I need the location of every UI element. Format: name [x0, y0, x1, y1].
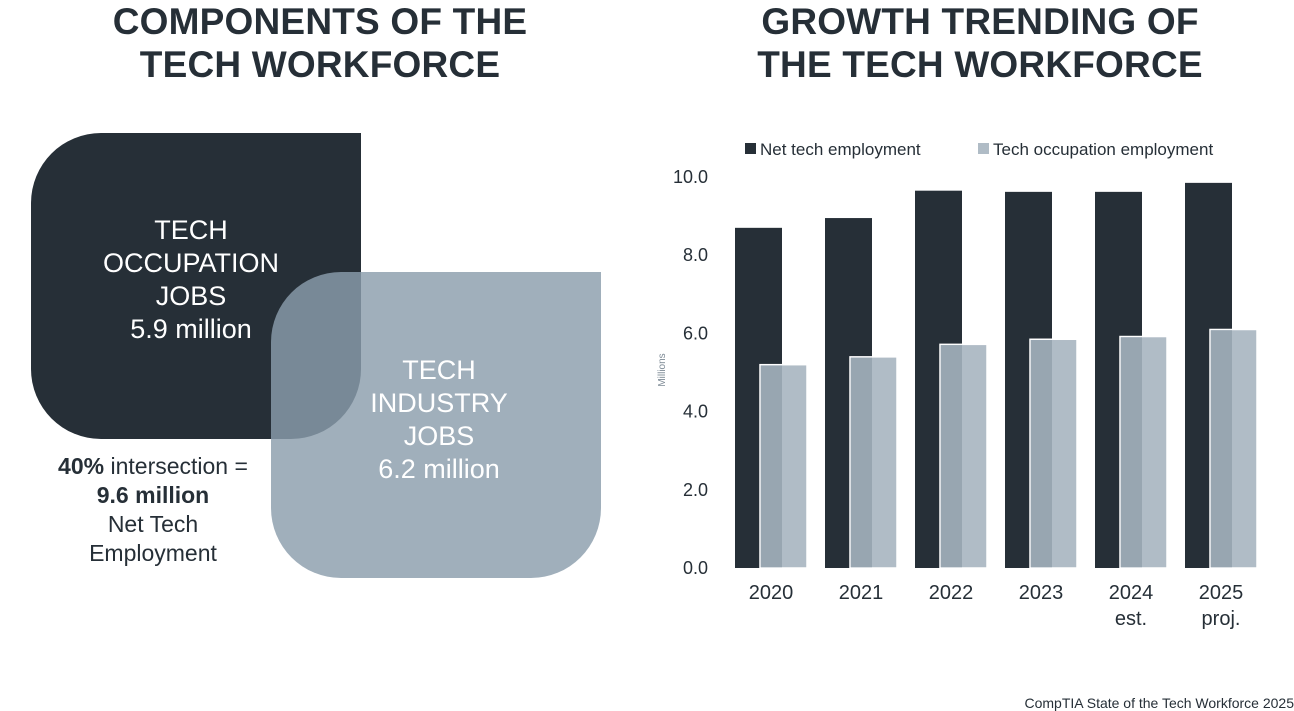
y-tick-label: 4.0	[683, 402, 708, 422]
x-tick-label: 2021	[839, 582, 884, 604]
y-tick-label: 2.0	[683, 480, 708, 500]
x-tick-label: 2024	[1109, 582, 1154, 604]
y-tick-label: 8.0	[683, 245, 708, 265]
y-tick-label: 0.0	[683, 558, 708, 578]
industry-line2: INDUSTRY	[370, 388, 508, 418]
bar-overlap-shade	[1210, 330, 1232, 568]
bar-overlap-shade	[1120, 337, 1142, 568]
occupation-line3: JOBS	[155, 281, 227, 311]
components-heading-line2: TECH WORKFORCE	[139, 44, 501, 85]
intersection-caption: 40% intersection = 9.6 million Net Tech …	[30, 452, 276, 568]
bar-overlap-shade	[1030, 340, 1052, 568]
x-tick-label: est.	[1115, 608, 1147, 630]
intersection-label: intersection =	[110, 453, 248, 479]
growth-bar-chart: Millions 0.0 2.0 4.0 6.0 8.0 10.0 2020 2021 2022 2…	[657, 140, 1258, 630]
legend-swatch-net-tech	[745, 143, 756, 154]
tech-occupation-label: TECH OCCUPATION JOBS 5.9 million	[60, 214, 322, 346]
x-tick-label: 2022	[929, 582, 974, 604]
growth-heading-line1: GROWTH TRENDING OF	[761, 1, 1199, 42]
x-tick-label: 2025	[1199, 582, 1244, 604]
x-tick-label: 2020	[749, 582, 794, 604]
industry-line3: JOBS	[403, 421, 475, 451]
occupation-line1: TECH	[154, 215, 228, 245]
x-tick-label: proj.	[1202, 608, 1241, 630]
legend-swatch-tech-occupation	[978, 143, 989, 154]
y-tick-label: 6.0	[683, 323, 708, 343]
components-heading: COMPONENTS OF THE TECH WORKFORCE	[60, 0, 580, 86]
intersection-percent: 40%	[58, 453, 105, 479]
bar-overlap-shade	[760, 365, 782, 568]
legend-label-tech-occupation: Tech occupation employment	[993, 140, 1213, 159]
occupation-value: 5.9 million	[130, 314, 252, 344]
intersection-value: 9.6 million	[96, 482, 210, 508]
legend-label-net-tech: Net tech employment	[760, 140, 921, 159]
y-tick-label: 10.0	[673, 167, 708, 187]
bar-overlap-shade	[940, 345, 962, 568]
industry-line1: TECH	[402, 355, 476, 385]
intersection-line3: Net Tech	[107, 511, 199, 537]
growth-heading-line2: THE TECH WORKFORCE	[757, 44, 1203, 85]
tech-industry-label: TECH INDUSTRY JOBS 6.2 million	[308, 354, 570, 486]
occupation-line2: OCCUPATION	[102, 248, 279, 278]
growth-heading: GROWTH TRENDING OF THE TECH WORKFORCE	[700, 0, 1260, 86]
components-heading-line1: COMPONENTS OF THE	[112, 1, 528, 42]
tech-industry-box	[271, 272, 601, 578]
bar-overlap-shade	[850, 357, 872, 568]
x-tick-label: 2023	[1019, 582, 1064, 604]
industry-value: 6.2 million	[378, 454, 500, 484]
y-axis-label: Millions	[657, 353, 668, 386]
source-note: CompTIA State of the Tech Workforce 2025	[1024, 695, 1294, 711]
intersection-line4: Employment	[89, 540, 217, 566]
